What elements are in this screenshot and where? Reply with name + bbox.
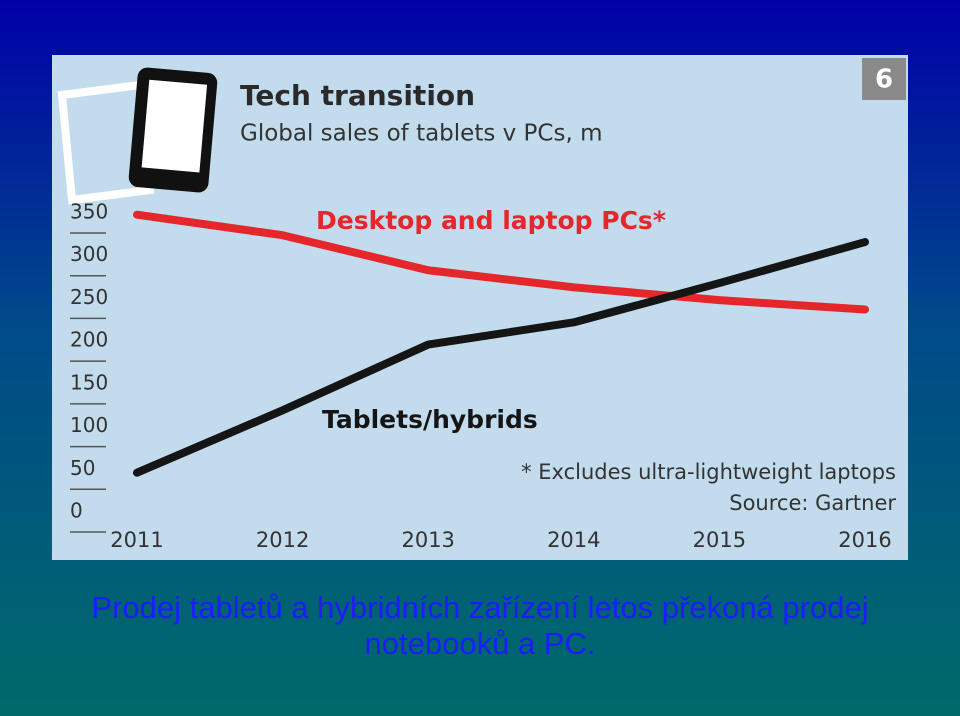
y-tick-label: 300 [70,242,108,266]
chart-subtitle: Global sales of tablets v PCs, m [240,121,603,147]
y-tick-label: 100 [70,413,108,437]
badge: 6 [875,65,893,95]
y-tick-label: 50 [70,456,95,480]
device-icon [57,67,218,205]
y-tick-label: 250 [70,285,108,309]
source: Source: Gartner [729,491,896,515]
caption: Prodej tabletů a hybridních zařízení let… [91,590,869,661]
y-tick-label: 350 [70,200,108,224]
x-tick-label: 2013 [401,528,454,552]
x-tick-label: 2016 [838,528,891,552]
y-tick-label: 0 [70,499,83,523]
x-tick-label: 2011 [110,528,163,552]
x-tick-label: 2014 [547,528,600,552]
series-line [133,210,869,314]
x-tick-label: 2012 [256,528,309,552]
series-label: Tablets/hybrids [322,405,538,434]
chart-title: Tech transition [240,79,475,112]
y-tick-label: 150 [70,370,108,394]
badge-box [862,58,906,100]
chart: 6 Tech transition Global sales of tablet… [52,55,908,560]
series-line [133,238,869,477]
y-tick-label: 200 [70,328,108,352]
series-label: Desktop and laptop PCs* [316,206,666,235]
x-tick-label: 2015 [693,528,746,552]
footnote: * Excludes ultra-lightweight laptops [521,460,896,484]
